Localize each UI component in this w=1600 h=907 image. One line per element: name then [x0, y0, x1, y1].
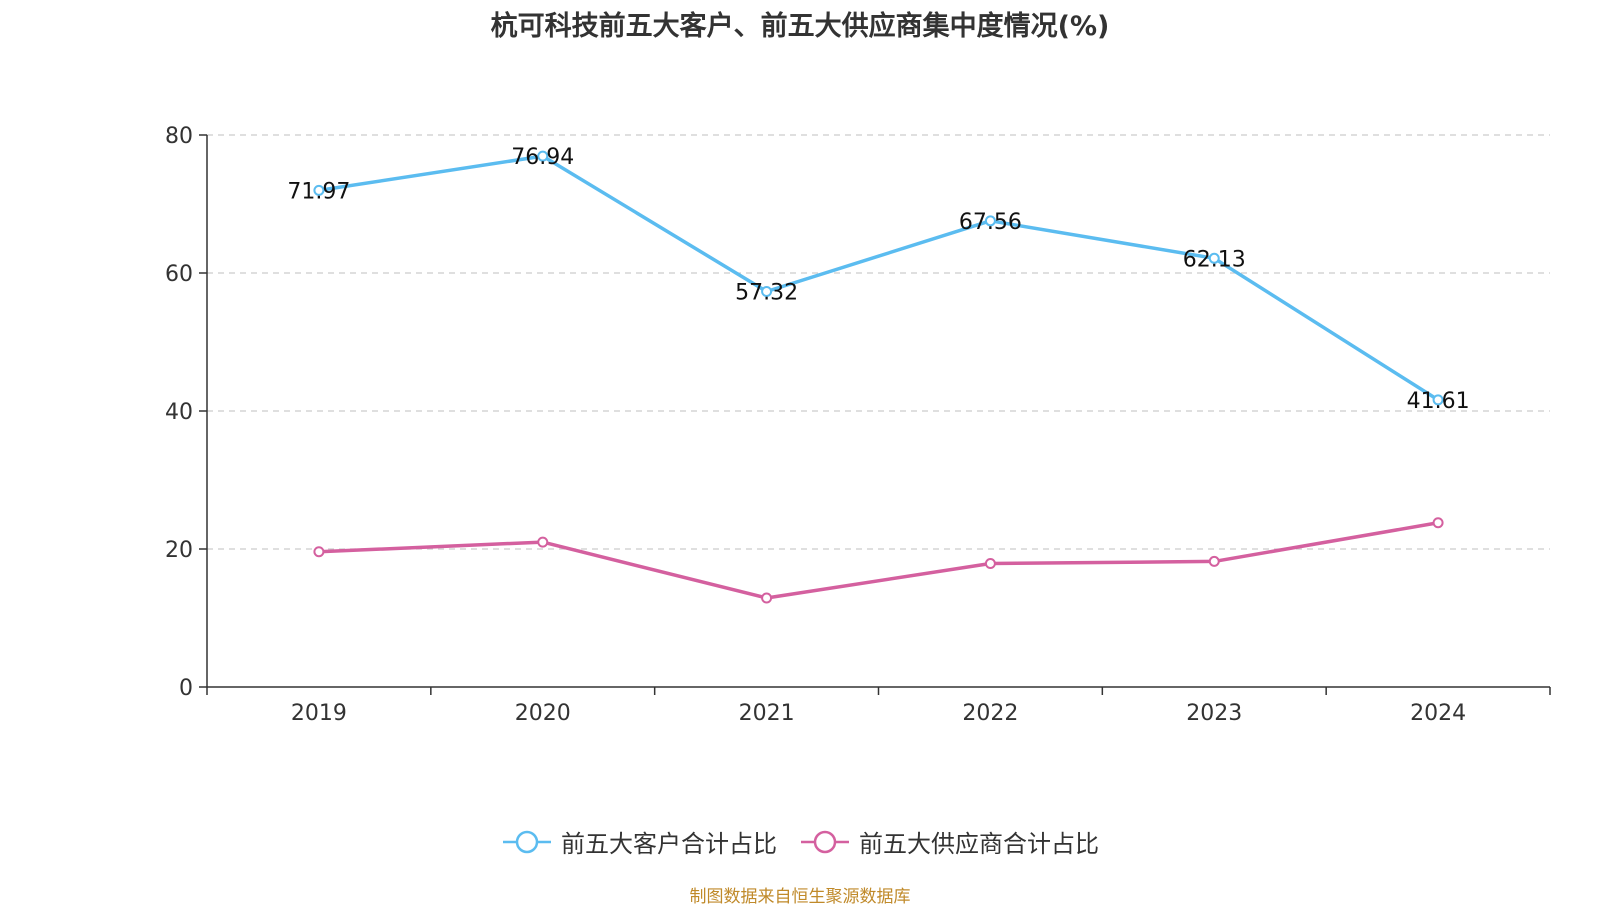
data-label-s0-2023: 62.13	[1183, 247, 1246, 272]
y-tick-label-40: 40	[165, 400, 193, 425]
y-tick-label-60: 60	[165, 262, 193, 287]
legend: 前五大客户合计占比 前五大供应商合计占比	[0, 824, 1600, 859]
source-note: 制图数据来自恒生聚源数据库	[689, 887, 911, 907]
data-point-s1-2020[interactable]	[537, 536, 549, 548]
y-tick-label-20: 20	[165, 538, 193, 563]
legend-item-customers[interactable]: 前五大客户合计占比	[501, 824, 777, 859]
y-tick-label-0: 0	[179, 676, 193, 701]
x-tick-label-2023: 2023	[1186, 701, 1242, 726]
x-tick-label-2024: 2024	[1410, 701, 1466, 726]
legend-swatch-customers	[503, 830, 551, 853]
data-point-s1-2023[interactable]	[1208, 555, 1220, 567]
legend-swatch-suppliers	[801, 830, 849, 853]
data-label-s0-2024: 41.61	[1407, 389, 1470, 414]
data-point-s0-2022[interactable]	[984, 215, 996, 227]
x-tick-label-2022: 2022	[962, 701, 1018, 726]
legend-label-suppliers: 前五大供应商合计占比	[859, 830, 1099, 858]
y-tick-label-80: 80	[165, 124, 193, 149]
data-label-s0-2020: 76.94	[511, 145, 574, 170]
x-tick-label-2021: 2021	[739, 701, 795, 726]
data-point-s1-2022[interactable]	[984, 557, 996, 569]
series-line-0	[318, 154, 1440, 402]
data-point-s0-2024[interactable]	[1432, 394, 1444, 406]
legend-item-suppliers[interactable]: 前五大供应商合计占比	[799, 824, 1099, 859]
chart-title: 杭可科技前五大客户、前五大供应商集中度情况(%)	[490, 11, 1110, 42]
data-point-s1-2019[interactable]	[313, 546, 325, 558]
data-point-s0-2020[interactable]	[537, 150, 549, 162]
data-point-s0-2021[interactable]	[761, 285, 773, 297]
data-label-s0-2021: 57.32	[735, 280, 798, 305]
series-line-1	[318, 521, 1439, 600]
data-point-s1-2024[interactable]	[1432, 517, 1444, 529]
data-point-s1-2021[interactable]	[761, 592, 773, 604]
data-point-s0-2023[interactable]	[1208, 252, 1220, 264]
data-point-s0-2019[interactable]	[313, 184, 325, 196]
legend-label-customers: 前五大客户合计占比	[561, 830, 777, 858]
data-label-s0-2019: 71.97	[287, 179, 350, 204]
x-tick-label-2019: 2019	[291, 701, 347, 726]
data-label-s0-2022: 67.56	[959, 210, 1022, 235]
x-tick-label-2020: 2020	[515, 701, 571, 726]
